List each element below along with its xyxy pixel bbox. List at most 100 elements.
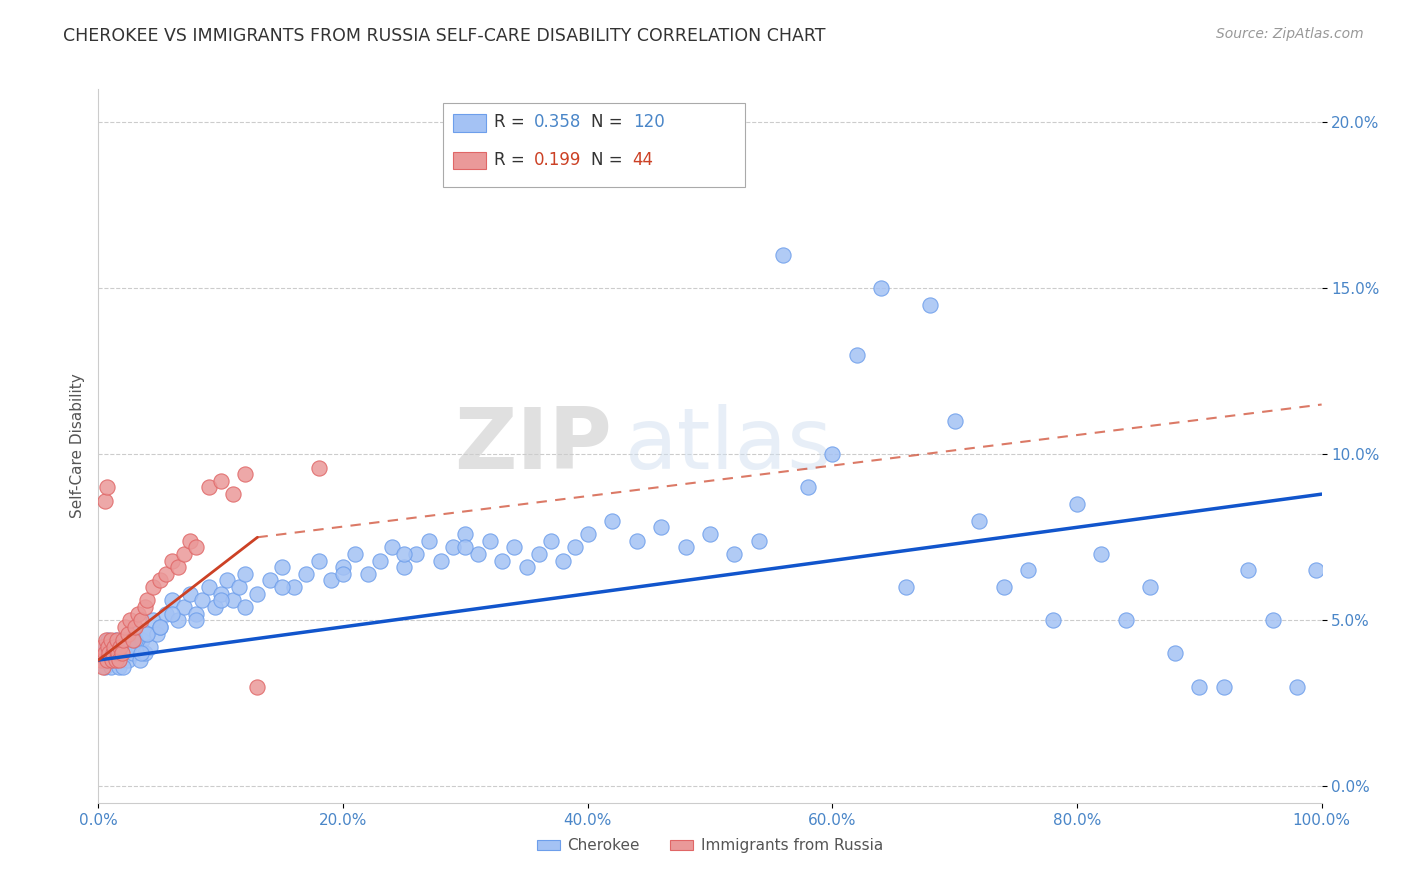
Point	[478, 533, 501, 548]
Point	[114, 620, 136, 634]
Point	[173, 547, 195, 561]
Point	[149, 574, 172, 588]
Point	[870, 281, 893, 295]
Point	[96, 653, 118, 667]
Point	[308, 460, 330, 475]
Point	[553, 553, 575, 567]
Point	[270, 560, 294, 574]
Point	[104, 653, 127, 667]
Point	[1212, 680, 1234, 694]
Point	[1286, 680, 1309, 694]
Point	[93, 659, 115, 673]
Point	[381, 540, 404, 554]
Point	[1042, 613, 1064, 627]
Point	[98, 647, 121, 661]
Point	[204, 599, 226, 614]
Point	[430, 553, 453, 567]
Point	[108, 653, 131, 667]
Point	[233, 467, 256, 482]
Point	[94, 640, 117, 654]
Point	[118, 640, 141, 654]
Point	[160, 593, 183, 607]
Point	[129, 613, 152, 627]
Text: 0.199: 0.199	[534, 151, 582, 169]
Point	[103, 647, 125, 661]
Point	[134, 647, 156, 661]
Point	[104, 633, 127, 648]
Point	[600, 514, 623, 528]
Point	[103, 640, 125, 654]
Point	[100, 653, 122, 667]
Text: N =: N =	[591, 151, 627, 169]
Text: Source: ZipAtlas.com: Source: ZipAtlas.com	[1216, 27, 1364, 41]
Text: 44: 44	[633, 151, 654, 169]
Point	[233, 599, 256, 614]
Point	[105, 653, 128, 667]
Point	[114, 633, 136, 648]
Point	[91, 647, 114, 661]
Point	[94, 633, 117, 648]
Point	[215, 574, 238, 588]
Point	[1017, 564, 1039, 578]
Point	[246, 680, 269, 694]
Point	[1237, 564, 1260, 578]
Point	[1090, 547, 1112, 561]
Point	[149, 620, 172, 634]
Point	[124, 633, 146, 648]
Point	[160, 607, 183, 621]
Point	[441, 540, 464, 554]
Point	[107, 647, 129, 661]
Text: R =: R =	[494, 113, 530, 131]
Point	[772, 248, 794, 262]
Point	[222, 593, 245, 607]
Point	[129, 647, 152, 661]
Point	[110, 640, 132, 654]
Point	[120, 613, 142, 627]
Point	[101, 647, 124, 661]
Point	[1261, 613, 1284, 627]
Point	[142, 580, 165, 594]
Text: 0.358: 0.358	[534, 113, 582, 131]
Point	[197, 580, 219, 594]
Point	[120, 640, 142, 654]
Point	[91, 640, 114, 654]
Point	[98, 647, 121, 661]
Point	[97, 640, 120, 654]
Point	[93, 493, 115, 508]
Point	[160, 553, 183, 567]
Point	[1188, 680, 1211, 694]
Text: N =: N =	[591, 113, 627, 131]
Point	[392, 560, 416, 574]
Point	[179, 587, 201, 601]
Point	[117, 653, 139, 667]
Point	[576, 527, 599, 541]
Point	[111, 653, 134, 667]
Point	[454, 540, 477, 554]
Point	[540, 533, 562, 548]
Point	[110, 640, 132, 654]
Point	[332, 566, 354, 581]
Point	[270, 580, 294, 594]
Point	[149, 620, 172, 634]
Point	[139, 640, 162, 654]
Point	[146, 626, 169, 640]
Point	[332, 560, 354, 574]
Point	[209, 593, 232, 607]
Point	[173, 599, 195, 614]
Point	[121, 633, 143, 648]
Point	[1115, 613, 1137, 627]
Point	[491, 553, 513, 567]
Point	[993, 580, 1015, 594]
Point	[467, 547, 489, 561]
Point	[186, 540, 208, 554]
Point	[405, 547, 427, 561]
Point	[626, 533, 648, 548]
Point	[111, 633, 134, 648]
Point	[845, 348, 868, 362]
Text: 120: 120	[633, 113, 665, 131]
Point	[295, 566, 318, 581]
Point	[797, 481, 820, 495]
Point	[97, 633, 120, 648]
Point	[142, 613, 165, 627]
Point	[723, 547, 745, 561]
